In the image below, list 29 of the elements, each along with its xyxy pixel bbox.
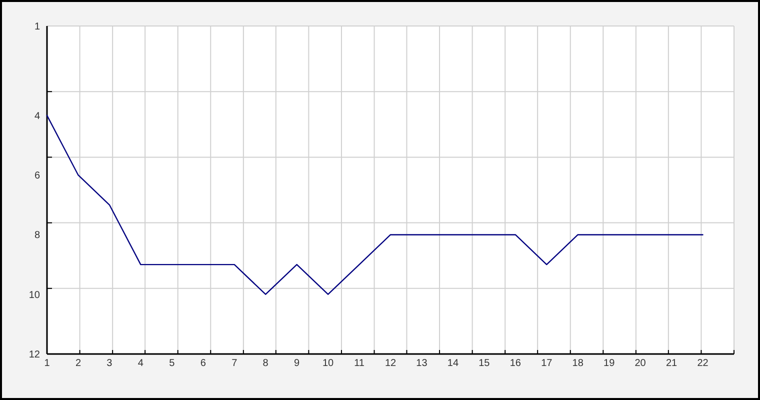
x-tick-label: 7 <box>232 358 238 369</box>
y-tick-label: 10 <box>28 290 40 301</box>
x-tick-label: 4 <box>138 358 144 369</box>
x-tick-label: 8 <box>262 358 269 369</box>
y-tick-label: 4 <box>34 110 40 122</box>
x-tick-label: 19 <box>604 358 616 369</box>
x-tick-label: 1 <box>44 358 50 369</box>
x-tick-label: 20 <box>634 358 646 369</box>
x-tick-label: 5 <box>169 358 176 369</box>
y-tick-label: 1 <box>34 22 40 32</box>
x-tick-label: 6 <box>200 358 206 369</box>
y-tick-label: 8 <box>34 230 40 242</box>
x-tick-label: 14 <box>447 358 459 369</box>
x-tick-label: 15 <box>478 358 490 369</box>
x-tick-label: 12 <box>384 358 396 369</box>
x-tick-label: 2 <box>75 358 82 369</box>
x-tick-label: 21 <box>666 358 678 369</box>
y-tick-label: 6 <box>34 170 40 182</box>
x-tick-label: 13 <box>416 358 428 369</box>
line-series <box>46 114 704 295</box>
x-tick-label: 16 <box>510 358 522 369</box>
x-tick-label: 17 <box>541 358 553 369</box>
x-tick-label: 3 <box>106 358 113 369</box>
x-tick-label: 10 <box>322 358 334 369</box>
y-tick-label: 12 <box>28 350 40 360</box>
x-tick-label: 18 <box>572 358 584 369</box>
x-tick-label: 11 <box>354 358 365 369</box>
x-tick-label: 22 <box>697 358 709 369</box>
x-tick-label: 9 <box>294 358 300 369</box>
